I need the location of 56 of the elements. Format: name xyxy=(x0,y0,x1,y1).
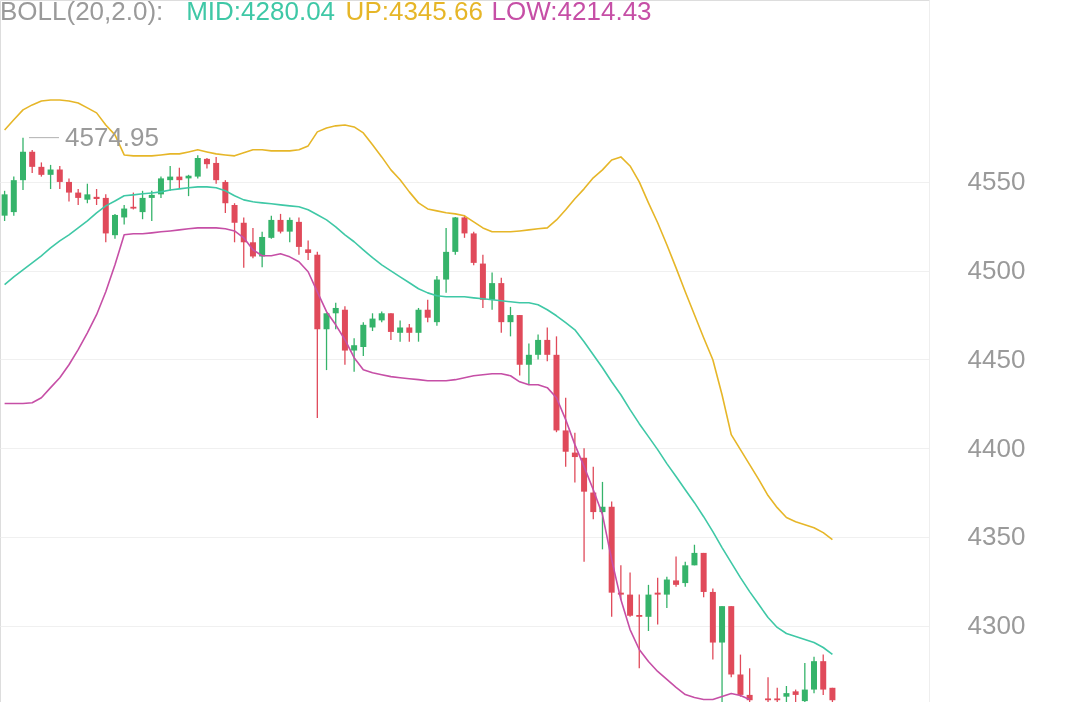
candlestick xyxy=(415,307,422,343)
candlestick xyxy=(259,230,266,268)
candlestick xyxy=(222,179,229,214)
candlestick xyxy=(213,156,220,185)
candlestick xyxy=(323,312,330,371)
legend-title: BOLL(20,2.0): xyxy=(0,0,164,26)
candlestick xyxy=(268,215,275,240)
candlestick xyxy=(397,319,404,343)
y-tick-label: 4450 xyxy=(967,343,1026,374)
candlestick xyxy=(286,216,293,243)
candlestick xyxy=(1,190,8,222)
candlestick xyxy=(654,577,661,626)
candlestick xyxy=(590,465,597,520)
candlestick xyxy=(737,653,744,698)
candlestick xyxy=(231,202,238,243)
candlestick xyxy=(801,662,808,702)
line-series xyxy=(3,99,834,541)
candlestick xyxy=(84,183,91,204)
candlestick xyxy=(424,299,431,323)
candlestick xyxy=(29,149,36,174)
candlestick xyxy=(525,342,532,385)
candlestick xyxy=(636,593,643,669)
candlestick xyxy=(360,321,367,357)
y-tick-label: 4400 xyxy=(967,432,1026,463)
candlestick xyxy=(305,239,312,261)
candlestick xyxy=(351,337,358,373)
candlestick xyxy=(332,301,339,330)
candlestick xyxy=(627,571,634,618)
candlestick xyxy=(47,164,54,190)
candlestick xyxy=(663,576,670,609)
candlestick xyxy=(673,555,680,588)
candlestick xyxy=(277,213,284,235)
candlestick xyxy=(544,326,551,362)
text: MID:4280.04 xyxy=(186,0,336,26)
candlestick xyxy=(765,676,772,702)
y-tick-label: 4550 xyxy=(967,166,1026,197)
candlestick xyxy=(148,190,155,222)
candlestick xyxy=(645,584,652,632)
candlestick xyxy=(535,333,542,361)
candlestick xyxy=(111,213,118,240)
candlestick xyxy=(387,312,394,341)
candlestick xyxy=(489,271,496,311)
candlestick xyxy=(507,306,514,338)
candlestick xyxy=(194,154,201,180)
candlestick xyxy=(682,561,689,588)
text: UP:4345.66 xyxy=(345,0,483,26)
candlestick xyxy=(562,397,569,468)
y-tick-label: 4500 xyxy=(967,255,1026,286)
y-tick-label: 4300 xyxy=(967,610,1026,641)
candlestick xyxy=(56,165,63,190)
text: LOW:4214.43 xyxy=(491,0,652,26)
candlestick xyxy=(121,204,128,226)
candlestick xyxy=(157,175,164,199)
candlestick xyxy=(139,190,146,220)
candlestick xyxy=(65,177,72,203)
y-tick-label: 4350 xyxy=(967,521,1026,552)
